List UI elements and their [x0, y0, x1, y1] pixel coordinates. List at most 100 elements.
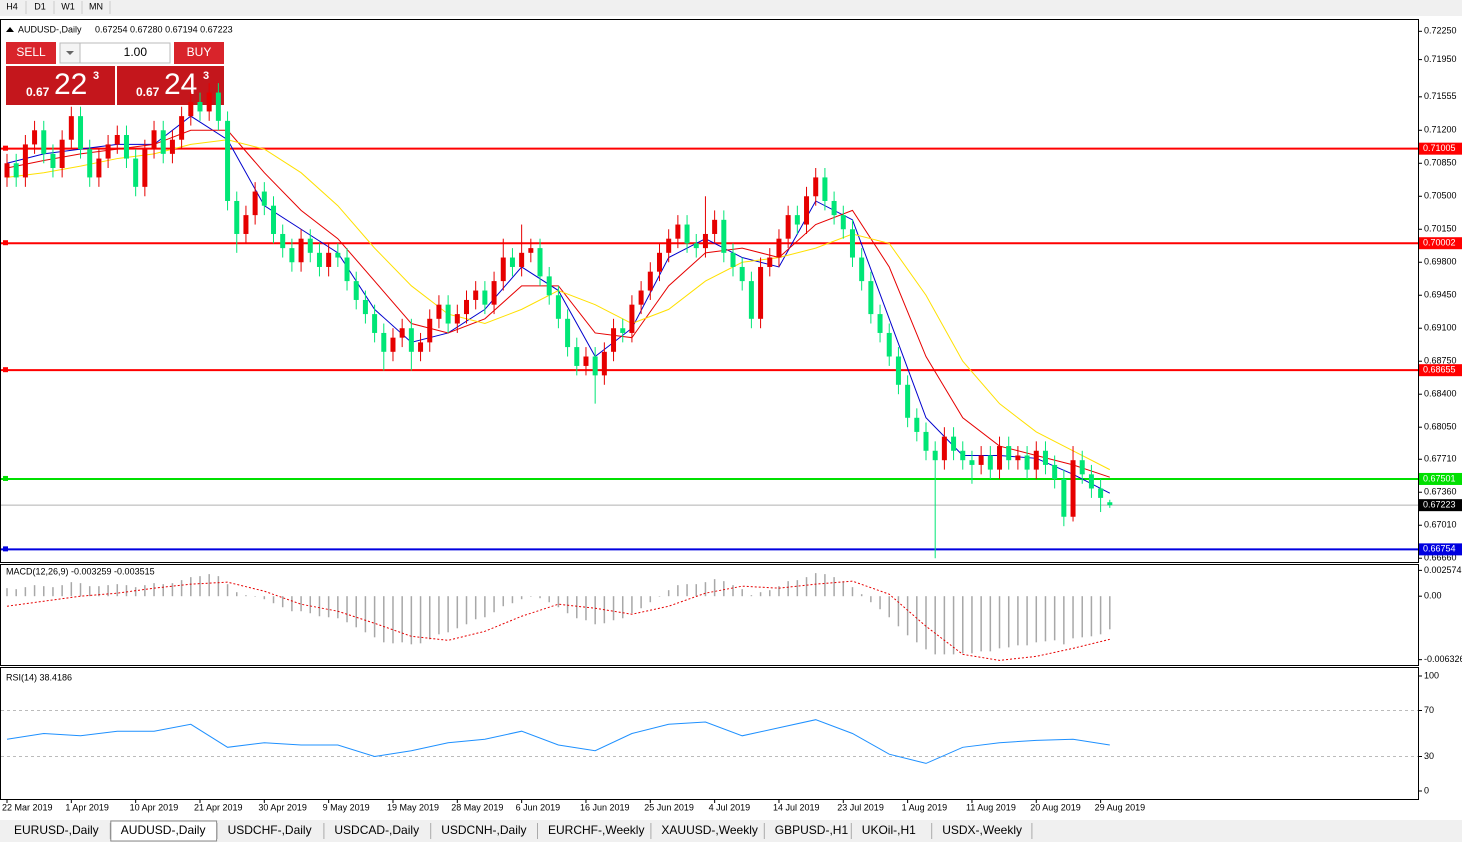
level-label-box: [1419, 472, 1462, 485]
candle-body: [4, 163, 10, 178]
macd-bar: [33, 585, 36, 597]
macd-bar: [539, 596, 541, 599]
macd-bar: [787, 581, 789, 597]
macd-bar: [667, 590, 670, 597]
candle-body: [748, 281, 754, 319]
candle-body: [151, 130, 157, 150]
macd-bar: [190, 577, 192, 597]
tab[interactable]: USDCHF-,Daily: [228, 823, 312, 837]
x-tick-label: 22 Mar 2019: [2, 802, 53, 812]
candle-body: [408, 328, 414, 352]
tab[interactable]: USDCNH-,Daily: [441, 823, 526, 837]
candle-body: [454, 314, 460, 324]
level-handle: [3, 546, 8, 552]
candle-body: [638, 290, 644, 305]
candle-body: [822, 177, 828, 201]
candle-body: [59, 139, 65, 168]
macd-bar: [723, 581, 725, 597]
tab[interactable]: UKOil-,H1: [862, 823, 916, 837]
macd-bar: [1081, 596, 1083, 638]
timeframe-button[interactable]: H4: [6, 1, 18, 11]
level-label: 0.70002: [1423, 238, 1456, 248]
candle-body: [1006, 446, 1012, 461]
level-label: 0.71005: [1423, 143, 1456, 153]
candle-body: [611, 328, 617, 352]
macd-bar: [438, 596, 440, 635]
tab[interactable]: XAUUSD-,Weekly: [661, 823, 757, 837]
candle-body: [840, 215, 846, 230]
y-tick-label: 0.70500: [1424, 191, 1457, 201]
macd-bar: [952, 596, 955, 655]
tab[interactable]: AUDUSD-,Daily: [121, 823, 206, 837]
candle-body: [932, 450, 938, 461]
rsi-line: [6, 719, 1110, 764]
macd-bar: [272, 596, 275, 604]
candle-body: [675, 224, 681, 239]
y-tick-label: 0.66660: [1424, 553, 1457, 563]
candle-body: [344, 257, 350, 282]
timeframe-button[interactable]: MN: [89, 1, 103, 11]
macd-bar: [888, 596, 890, 618]
x-tick-label: 20 Aug 2019: [1030, 802, 1081, 812]
candle-body: [758, 266, 764, 319]
macd-bar: [1109, 596, 1111, 630]
y-tick-label: 0.67010: [1424, 520, 1457, 530]
macd-bar: [759, 592, 762, 597]
candle-body: [528, 248, 534, 253]
lot-input[interactable]: [79, 42, 171, 64]
candle-body: [804, 196, 810, 225]
macd-bar: [741, 589, 743, 597]
candle-body: [96, 158, 102, 178]
macd-bar: [291, 596, 293, 612]
macd-bar: [88, 586, 91, 597]
candle-body: [445, 304, 451, 324]
timeframe-button[interactable]: D1: [34, 1, 46, 11]
tab[interactable]: EURUSD-,Daily: [14, 823, 99, 837]
level-handle: [3, 240, 8, 246]
tab[interactable]: GBPUSD-,H1: [775, 823, 849, 837]
macd-bar: [171, 583, 174, 597]
y-tick-label: 0.72250: [1424, 26, 1457, 36]
ask-box[interactable]: [117, 66, 224, 105]
level-label-box: [1419, 237, 1462, 250]
candle-body: [767, 257, 773, 267]
candle-body: [427, 318, 433, 343]
sell-button[interactable]: [6, 42, 56, 64]
macd-bar: [732, 585, 734, 597]
tab[interactable]: USDX-,Weekly: [942, 823, 1022, 837]
macd-bar: [456, 596, 459, 629]
macd-bar: [300, 596, 302, 612]
macd-bar: [805, 577, 808, 597]
y-tick-label: 0.68050: [1424, 422, 1457, 432]
bid-box[interactable]: [6, 66, 115, 105]
level-label: 0.68655: [1423, 365, 1456, 375]
y-tick-label: 0.70850: [1424, 158, 1457, 168]
y-tick-label: -0.006326: [1424, 654, 1462, 664]
candle-body: [730, 252, 736, 267]
buy-label[interactable]: BUY: [187, 45, 212, 59]
tab[interactable]: USDCAD-,Daily: [334, 823, 419, 837]
candle-body: [666, 238, 672, 253]
y-tick-label: 0.69800: [1424, 257, 1457, 267]
macd-bar: [585, 596, 587, 621]
macd-bar: [1017, 596, 1019, 646]
candle-body: [693, 243, 699, 249]
macd-bar: [548, 596, 550, 603]
candle-body: [895, 356, 901, 385]
ask-sup: 3: [203, 70, 209, 82]
lot-value[interactable]: 1.00: [124, 45, 148, 59]
candle-body: [1107, 502, 1113, 506]
macd-bar: [640, 596, 642, 609]
macd-bar: [309, 596, 312, 614]
tab[interactable]: EURCHF-,Weekly: [548, 823, 644, 837]
macd-bar: [594, 596, 596, 625]
macd-bar: [686, 584, 688, 597]
macd-bar: [916, 596, 918, 643]
candle-body: [381, 332, 387, 352]
buy-button[interactable]: [174, 42, 224, 64]
macd-bar: [484, 596, 486, 618]
candle-body: [684, 224, 690, 244]
timeframe-button[interactable]: W1: [61, 1, 75, 11]
sell-label[interactable]: SELL: [16, 45, 46, 59]
